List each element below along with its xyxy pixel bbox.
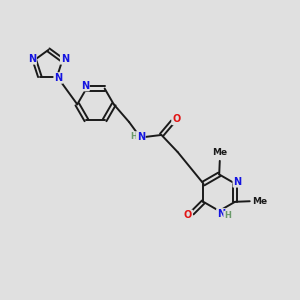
Text: O: O (184, 210, 192, 220)
Text: H: H (224, 212, 231, 220)
Text: N: N (233, 177, 242, 187)
Text: N: N (137, 132, 145, 142)
Text: N: N (54, 73, 62, 83)
Text: N: N (81, 81, 89, 91)
Text: Me: Me (212, 148, 227, 157)
Text: O: O (172, 114, 180, 124)
Text: N: N (217, 209, 225, 219)
Text: Me: Me (252, 197, 267, 206)
Text: N: N (61, 54, 69, 64)
Text: N: N (28, 54, 36, 64)
Text: H: H (130, 132, 137, 141)
